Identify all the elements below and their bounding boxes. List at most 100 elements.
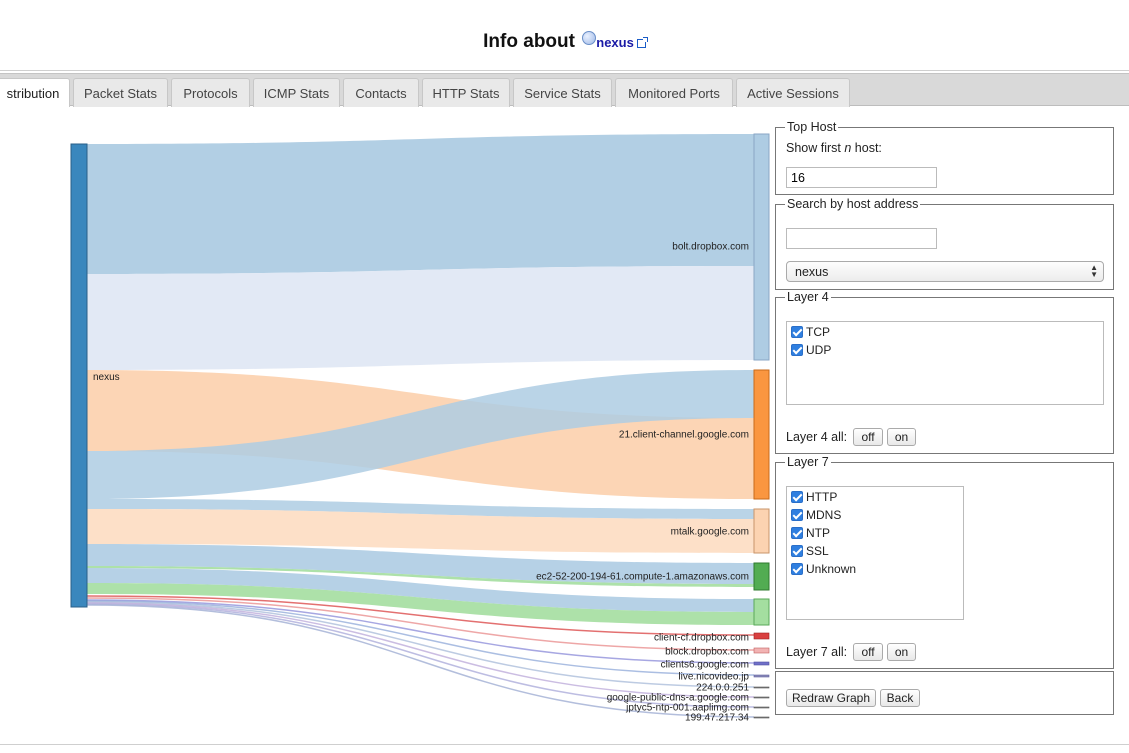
layer4-item-tcp[interactable]: TCP: [791, 325, 830, 341]
sankey-target-label: mtalk.google.com: [671, 527, 749, 538]
search-panel: Search by host address nexus ▲ ▼: [775, 197, 1114, 290]
header-divider: [0, 70, 1129, 71]
flow-mdns: [86, 601, 755, 688]
sankey-target-label: bolt.dropbox.com: [672, 242, 749, 253]
checkbox-checked-icon[interactable]: [791, 344, 803, 356]
checkbox-checked-icon[interactable]: [791, 545, 803, 557]
layer7-on-button[interactable]: on: [887, 643, 916, 661]
globe-icon: [582, 31, 597, 45]
layer7-all-label: Layer 7 all:: [786, 645, 848, 659]
sankey-target-node: [753, 647, 770, 654]
checkbox-checked-icon[interactable]: [791, 509, 803, 521]
flow-ntp: [86, 603, 755, 708]
tab-service-stats[interactable]: Service Stats: [513, 78, 612, 107]
sankey-target-label: google-public-dns-a.google.com: [607, 693, 749, 704]
layer7-item-ntp[interactable]: NTP: [791, 526, 830, 542]
checkbox-checked-icon[interactable]: [791, 563, 803, 575]
top-host-label: Show first n host:: [786, 141, 882, 155]
sankey-target-label: 224.0.0.251: [696, 683, 749, 694]
tab-distribution[interactable]: stribution: [0, 78, 70, 107]
flow-small-1: [87, 568, 754, 612]
external-link-icon[interactable]: [636, 37, 648, 48]
layer7-item-mdns[interactable]: MDNS: [791, 508, 841, 524]
sankey-target-node: [753, 706, 770, 709]
back-button[interactable]: Back: [880, 689, 920, 707]
sankey-target-label: ec2-52-200-194-61.compute-1.amazonaws.co…: [536, 572, 749, 583]
layer7-item-http[interactable]: HTTP: [791, 490, 837, 506]
tab-bar: stribution Packet Stats Protocols ICMP S…: [0, 73, 1129, 107]
checkbox-checked-icon[interactable]: [791, 527, 803, 539]
sankey-target-node: [753, 632, 770, 640]
layer4-on-button[interactable]: on: [887, 428, 916, 446]
tab-active-sessions[interactable]: Active Sessions: [736, 78, 850, 107]
sankey-target-node: [753, 674, 770, 678]
sankey-graph: nexus bolt.dropbox.com 21.client-channel.g…: [70, 133, 770, 724]
sankey-target-node: [753, 562, 770, 591]
sankey-target-label: 21.client-channel.google.com: [619, 430, 749, 441]
tab-icmp-stats[interactable]: ICMP Stats: [253, 78, 340, 107]
tab-protocols[interactable]: Protocols: [171, 78, 250, 107]
flow-ec2-1: [87, 544, 754, 584]
flow-dns: [86, 602, 755, 698]
flow-block: [86, 597, 755, 651]
sankey-target-label: jptyc5-ntp-001.aaplimg.com: [625, 703, 749, 714]
layer7-panel: Layer 7 HTTP MDNS NTP SSL Unknown Layer …: [775, 455, 1114, 669]
sankey-target-node: [753, 696, 770, 699]
flow-gchannel-2: [87, 370, 754, 499]
sankey-target-label: live.nicovideo.jp: [678, 672, 749, 683]
top-host-count-input[interactable]: [786, 167, 937, 188]
layer7-legend: Layer 7: [785, 455, 831, 469]
flow-nicovideo: [86, 600, 755, 676]
actions-panel: Redraw Graph Back: [775, 671, 1114, 715]
layer4-off-button[interactable]: off: [853, 428, 883, 446]
layer4-item-udp[interactable]: UDP: [791, 343, 831, 359]
sankey-target-node: [753, 661, 770, 666]
tab-packet-stats[interactable]: Packet Stats: [73, 78, 168, 107]
search-legend: Search by host address: [785, 197, 921, 211]
sankey-target-node: [753, 369, 770, 500]
host-address-input[interactable]: [786, 228, 937, 249]
flow-mtalk-2: [87, 509, 754, 553]
layer4-list: TCP UDP: [786, 321, 1104, 405]
sankey-target-label: client-cf.dropbox.com: [654, 633, 749, 644]
host-link[interactable]: nexus: [596, 35, 634, 50]
tab-http-stats[interactable]: HTTP Stats: [422, 78, 510, 107]
select-arrows-icon: ▲ ▼: [1090, 263, 1098, 279]
top-host-panel: Top Host Show first n host:: [775, 120, 1114, 195]
flow-mtalk-1: [87, 499, 754, 519]
host-select[interactable]: nexus ▲ ▼: [786, 261, 1104, 282]
sankey-target-label: clients6.google.com: [661, 660, 749, 671]
layer7-item-ssl[interactable]: SSL: [791, 544, 829, 560]
layer4-panel: Layer 4 TCP UDP Layer 4 all: off on: [775, 290, 1114, 454]
page-title: Info about nexus: [0, 31, 1129, 53]
sankey-target-node: [753, 598, 770, 626]
sankey-target-node: [753, 686, 770, 689]
flow-ec2-2: [87, 566, 754, 587]
title-text: Info about: [483, 31, 575, 52]
flow-bolt-1: [87, 134, 754, 274]
redraw-graph-button[interactable]: Redraw Graph: [786, 689, 876, 707]
flow-client-cf: [86, 595, 755, 636]
checkbox-checked-icon[interactable]: [791, 326, 803, 338]
layer7-list: HTTP MDNS NTP SSL Unknown: [786, 486, 964, 620]
sankey-source-node: [70, 143, 88, 608]
flow-bolt-2: [87, 266, 754, 370]
layer4-all-label: Layer 4 all:: [786, 430, 848, 444]
layer7-item-unknown[interactable]: Unknown: [791, 562, 856, 578]
tab-monitored-ports[interactable]: Monitored Ports: [615, 78, 733, 107]
footer-divider: [0, 744, 1129, 745]
flow-199: [86, 604, 755, 718]
layer7-off-button[interactable]: off: [853, 643, 883, 661]
layer4-legend: Layer 4: [785, 290, 831, 304]
checkbox-checked-icon[interactable]: [791, 491, 803, 503]
sankey-target-node: [753, 716, 770, 719]
tab-contacts[interactable]: Contacts: [343, 78, 419, 107]
sankey-target-label: block.dropbox.com: [665, 647, 749, 658]
sankey-target-node: [753, 133, 770, 361]
sankey-target-node: [753, 508, 770, 554]
sankey-target-label: 199.47.217.34: [685, 713, 749, 724]
flow-clients6: [86, 599, 755, 664]
sankey-source-label: nexus: [93, 372, 120, 383]
flow-small-2: [87, 583, 754, 625]
top-host-legend: Top Host: [785, 120, 839, 134]
